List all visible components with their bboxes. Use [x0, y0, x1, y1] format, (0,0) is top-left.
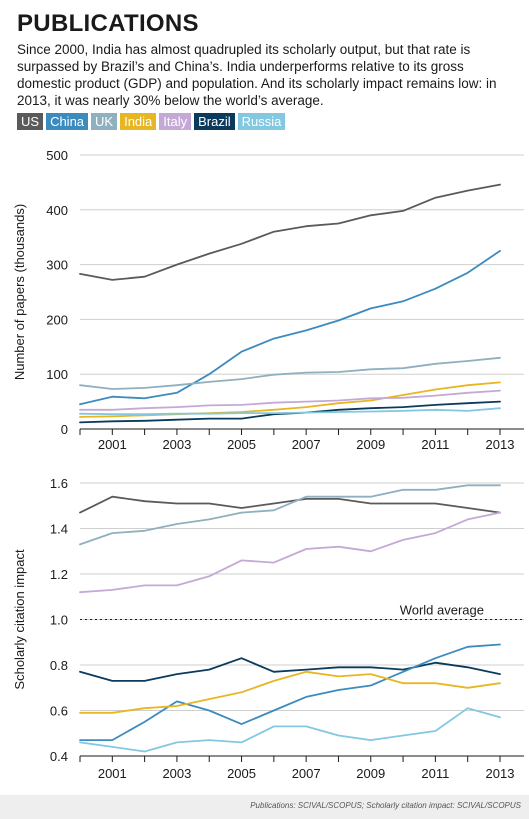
legend-item-italy: Italy: [159, 113, 192, 130]
world-average-label: World average: [400, 603, 484, 618]
y-tick-label: 1.4: [50, 522, 68, 537]
page-title: PUBLICATIONS: [17, 10, 199, 37]
legend-item-china: China: [46, 113, 89, 130]
x-tick-label: 2011: [421, 437, 449, 452]
y-tick-label: 1.6: [50, 476, 68, 491]
series-line-uk: [79, 484, 501, 546]
y-axis-label: Number of papers (thousands): [12, 204, 27, 380]
series-line-brazil: [79, 657, 501, 682]
x-tick-label: 2005: [227, 437, 256, 452]
legend: US China UK India Italy Brazil Russia: [17, 113, 286, 130]
x-tick-label: 2009: [356, 766, 385, 781]
y-tick-label: 0: [61, 422, 68, 437]
chart-subtitle: Since 2000, India has almost quadrupled …: [17, 42, 497, 108]
y-tick-label: 0.8: [50, 658, 68, 673]
publications-chart: 0 100 200 300 400 500 2001 2003 2005 2007 2009 2011…: [12, 148, 524, 452]
x-tick-label: 2001: [98, 766, 127, 781]
charts-svg: 0 100 200 300 400 500 2001 2003 2005 2007 2009 2011…: [12, 148, 524, 781]
x-tick-label: 2005: [227, 766, 256, 781]
y-tick-label: 0.4: [50, 749, 68, 764]
series-line-italy: [79, 511, 501, 594]
x-tick-label: 2001: [98, 437, 127, 452]
y-tick-label: 1.0: [50, 613, 68, 628]
y-tick-label: 500: [46, 148, 68, 163]
x-tick-label: 2013: [486, 437, 515, 452]
y-axis-label: Scholarly citation impact: [12, 549, 27, 690]
y-tick-label: 300: [46, 258, 68, 273]
series-line-china: [79, 643, 501, 741]
x-tick-label: 2003: [162, 766, 191, 781]
series-line-russia: [79, 707, 501, 753]
y-tick-label: 100: [46, 367, 68, 382]
legend-item-brazil: Brazil: [194, 113, 235, 130]
legend-item-india: India: [120, 113, 157, 130]
series-line-uk: [79, 356, 501, 390]
series-line-china: [79, 249, 501, 406]
legend-item-russia: Russia: [237, 113, 286, 130]
y-tick-label: 0.6: [50, 704, 68, 719]
x-tick-label: 2013: [486, 766, 515, 781]
source-note: Publications: SCIVAL/SCOPUS; Scholarly c…: [250, 801, 521, 810]
x-tick-label: 2007: [292, 437, 321, 452]
series-line-us: [79, 183, 501, 281]
legend-item-uk: UK: [91, 113, 118, 130]
legend-item-us: US: [17, 113, 44, 130]
x-tick-label: 2009: [356, 437, 385, 452]
series-line-us: [79, 495, 501, 514]
series-line-india: [79, 670, 501, 714]
y-tick-label: 200: [46, 312, 68, 327]
footer: Publications: SCIVAL/SCOPUS; Scholarly c…: [0, 795, 529, 819]
citation-impact-chart: 0.4 0.6 0.8 1.0 1.2 1.4 1.6 2001 2003 2005 2007 200…: [12, 476, 524, 781]
series-line-india: [79, 381, 501, 418]
x-tick-label: 2011: [421, 766, 449, 781]
x-tick-label: 2007: [292, 766, 321, 781]
y-tick-label: 1.2: [50, 567, 68, 582]
series-line-russia: [79, 407, 501, 416]
series-line-italy: [79, 389, 501, 411]
y-tick-label: 400: [46, 203, 68, 218]
x-tick-label: 2003: [162, 437, 191, 452]
